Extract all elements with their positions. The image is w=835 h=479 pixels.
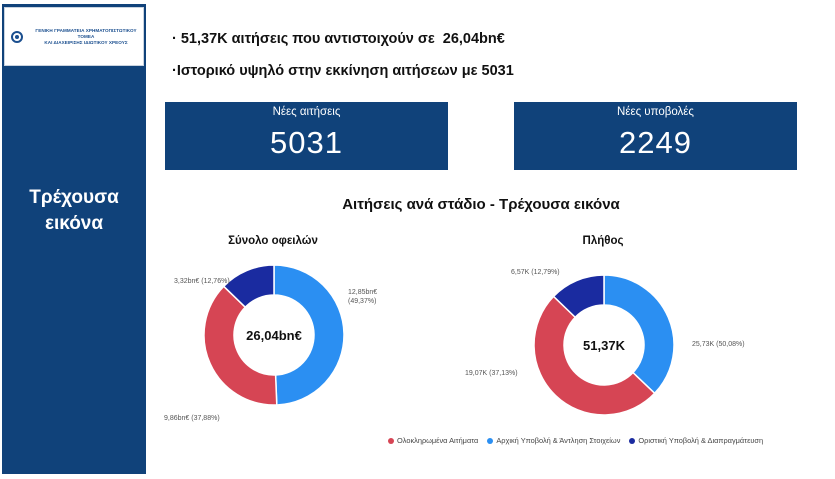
donut-2-label-initial-submission: 19,07K (37,13%) — [465, 370, 518, 377]
emblem-icon — [11, 30, 23, 43]
kpi-value: 5031 — [270, 125, 343, 160]
legend-label: Ολοκληρωμένα Αιτήματα — [397, 436, 479, 445]
sidebar-panel — [2, 4, 146, 474]
donut-1-label-completed: 9,86bn€ (37,88%) — [164, 415, 220, 422]
section-title: Αιτήσεις ανά στάδιο - Τρέχουσα εικόνα — [342, 196, 620, 213]
donut-2-slice-completed[interactable] — [533, 295, 656, 416]
donut-2-label-completed: 25,73K (50,08%) — [692, 341, 745, 348]
donut-2-slice-final-submission[interactable] — [552, 274, 605, 319]
kpi-card-new-submissions: Νέες υποβολές 2249 — [514, 102, 797, 170]
chart-title-count: Πλήθος — [582, 235, 624, 247]
legend-label: Οριστική Υποβολή & Διαπραγμάτευση — [638, 436, 764, 445]
donut-1-center-total: 26,04bn€ — [246, 328, 302, 343]
donut-2-slice-initial-submission[interactable] — [603, 274, 675, 395]
chart-title-debt-total: Σύνολο οφειλών — [228, 235, 318, 247]
legend-item-final-submission[interactable]: Οριστική Υποβολή & Διαπραγμάτευση — [629, 436, 763, 445]
ministry-logo: ΓΕΝΙΚΗ ΓΡΑΜΜΑΤΕΙΑ ΧΡΗΜΑΤΟΠΙΣΤΩΤΙΚΟΥ ΤΟΜΕ… — [4, 7, 144, 66]
sidebar-title-line-1: Τρέχουσα — [29, 187, 119, 208]
chart-legend: Ολοκληρωμένα Αιτήματα Αρχική Υποβολή & Ά… — [388, 436, 763, 445]
donut-1-slice-completed[interactable] — [203, 285, 278, 406]
highlight-bullet-2: ·Ιστορικό υψηλό στην εκκίνηση αιτήσεων μ… — [172, 63, 514, 79]
donut-charts: 9,86bn€ (37,88%) 12,85bn€ (49,37%) 3,32bn€ … — [164, 264, 745, 422]
kpi-label: Νέες υποβολές — [617, 106, 694, 118]
logo-line-2: ΚΑΙ ΔΙΑΧΕΙΡΙΣΗΣ ΙΔΙΩΤΙΚΟΥ ΧΡΕΟΥΣ — [44, 39, 128, 45]
sidebar-title-line-2: εικόνα — [44, 213, 104, 234]
kpi-card-new-applications: Νέες αιτήσεις 5031 — [165, 102, 448, 170]
donut-1-slice-initial-submission[interactable] — [273, 264, 345, 406]
legend-dot — [487, 437, 494, 444]
donut-1-label-initial-submission: 12,85bn€ (49,37%) — [348, 289, 377, 305]
logo-line-1: ΓΕΝΙΚΗ ΓΡΑΜΜΑΤΕΙΑ ΧΡΗΜΑΤΟΠΙΣΤΩΤΙΚΟΥ ΤΟΜΕ… — [35, 27, 137, 39]
highlight-bullet-1: · 51,37K αιτήσεις που αντιστοιχούν σε 26… — [172, 31, 505, 47]
legend-dot — [388, 437, 394, 444]
kpi-label: Νέες αιτήσεις — [272, 106, 341, 118]
legend-item-initial-submission[interactable]: Αρχική Υποβολή & Άντληση Στοιχείων — [487, 436, 620, 445]
donut-1-label-final-submission: 3,32bn€ (12,76%) — [174, 278, 230, 285]
donut-2-center-total: 51,37K — [583, 338, 626, 353]
legend-label: Αρχική Υποβολή & Άντληση Στοιχείων — [496, 436, 621, 445]
logo-text: ΓΕΝΙΚΗ ΓΡΑΜΜΑΤΕΙΑ ΧΡΗΜΑΤΟΠΙΣΤΩΤΙΚΟΥ ΤΟΜΕ… — [29, 28, 143, 46]
sidebar-title: Τρέχουσα εικόνα — [2, 185, 146, 237]
legend-dot — [629, 437, 636, 444]
kpi-value: 2249 — [619, 125, 692, 160]
donut-1-slice-final-submission[interactable] — [222, 264, 275, 309]
donut-2-label-final-submission: 6,57K (12,79%) — [511, 269, 560, 276]
legend-item-completed[interactable]: Ολοκληρωμένα Αιτήματα — [388, 436, 478, 445]
